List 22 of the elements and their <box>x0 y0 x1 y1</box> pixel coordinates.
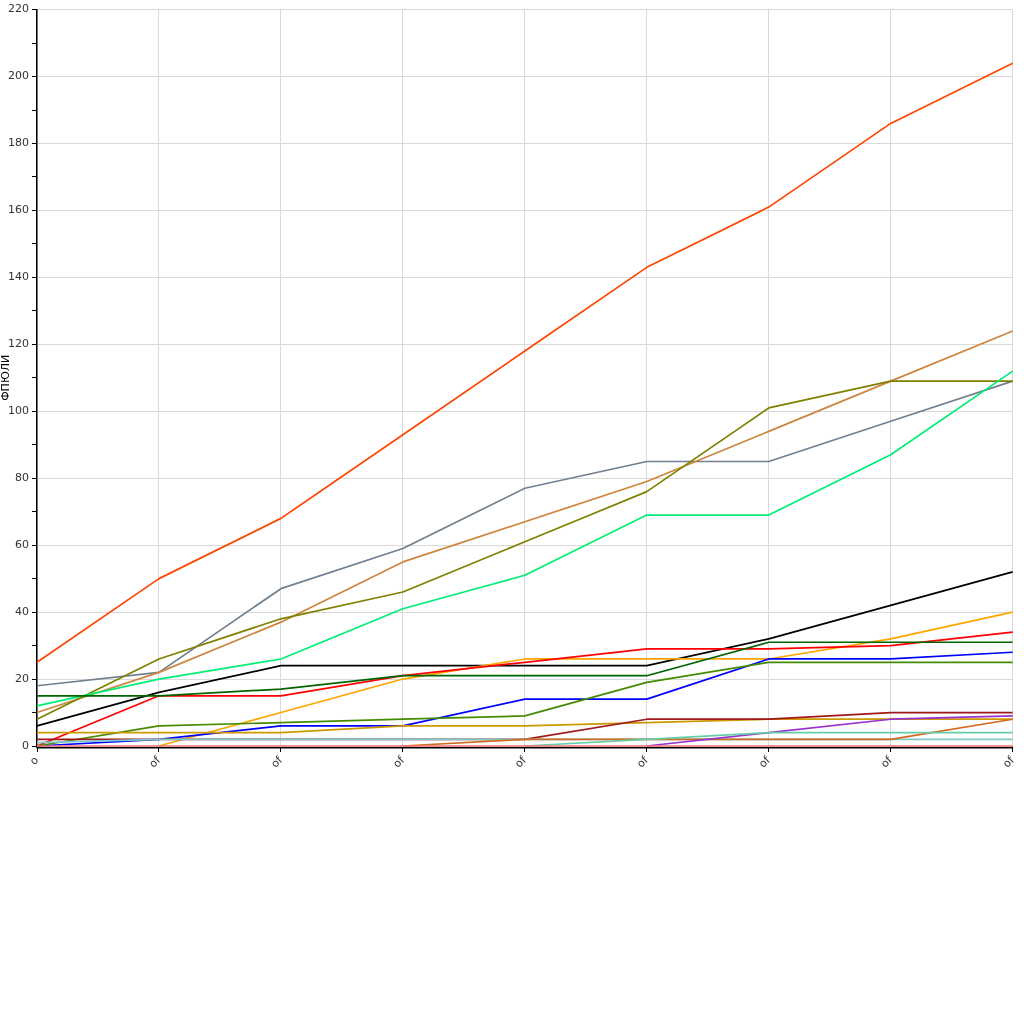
x-tick-label: of <box>878 752 896 771</box>
y-tick-label: 0 <box>22 738 29 752</box>
y-tick-label: 80 <box>15 471 29 485</box>
x-tick-label: of <box>512 752 530 771</box>
y-tick-label: 140 <box>8 270 29 284</box>
y-tick-label: 200 <box>8 69 29 83</box>
y-tick-label: 220 <box>8 2 29 16</box>
x-tick-label: of <box>756 752 774 771</box>
x-tick-label: of <box>634 752 652 771</box>
x-tick-label: of <box>146 752 164 771</box>
y-tick-label: 100 <box>8 404 29 418</box>
x-tick-label: of <box>390 752 408 771</box>
y-tick-label: 20 <box>15 671 29 685</box>
x-tick-label: of <box>1000 752 1018 771</box>
y-axis-title: ФПЮЛИ <box>0 354 13 401</box>
y-tick-label: 180 <box>8 136 29 150</box>
y-tick-label: 120 <box>8 337 29 351</box>
x-tick-label: o <box>27 753 42 768</box>
x-tick-label: of <box>268 752 286 771</box>
y-tick-label: 160 <box>8 203 29 217</box>
y-tick-label: 40 <box>15 604 29 618</box>
y-tick-label: 60 <box>15 538 29 552</box>
